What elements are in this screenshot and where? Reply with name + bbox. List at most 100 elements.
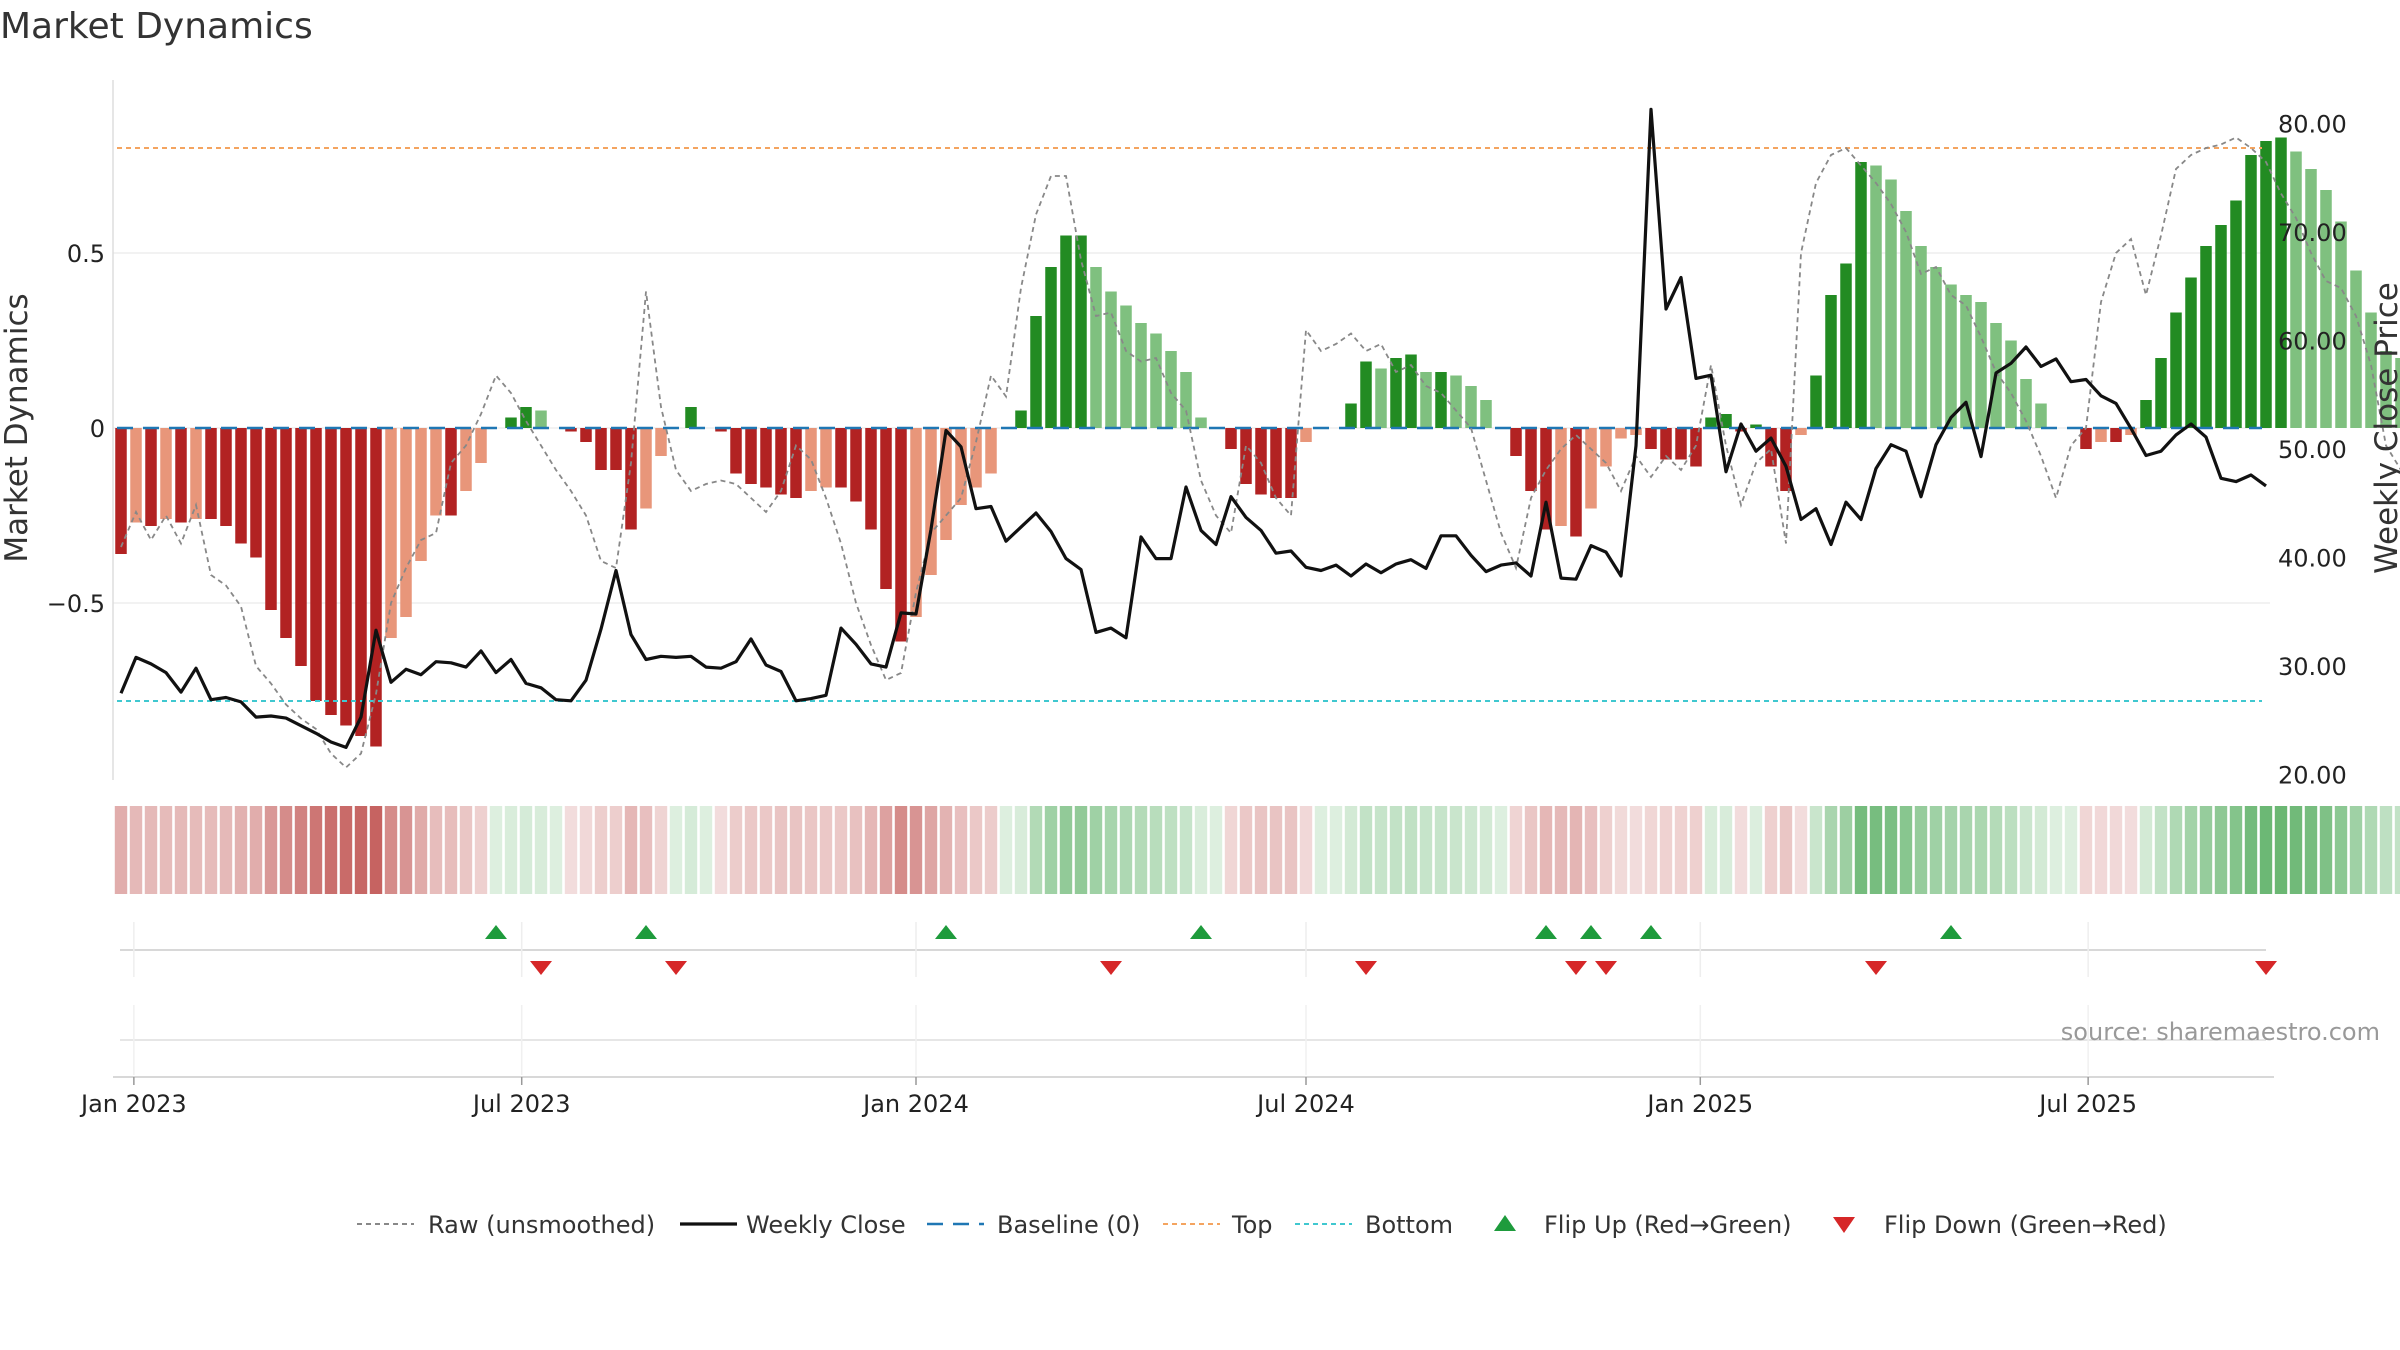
md-bar [1750, 424, 1762, 428]
md-bar [220, 428, 232, 526]
regime-cell [1284, 806, 1298, 894]
main-panel-axes: −0.5 0 0.5 20.00 30.00 40.00 50.00 60.00 70.00 80… [47, 80, 2347, 790]
md-bar [340, 428, 352, 726]
regime-cell [339, 806, 353, 894]
md-bar [1615, 428, 1627, 439]
md-bar [355, 428, 367, 736]
legend: Raw (unsmoothed) Weekly Close Baseline (0)… [357, 1211, 2167, 1239]
flip-down-marker [1595, 961, 1617, 975]
md-bar [1900, 211, 1912, 428]
regime-cell [969, 806, 983, 894]
md-bar [1180, 372, 1192, 428]
md-bar [430, 428, 442, 516]
regime-cell [2379, 806, 2393, 894]
source-credit: source: sharemaestro.com [2061, 1018, 2380, 1046]
regime-cell [939, 806, 953, 894]
regime-cell [1914, 806, 1928, 894]
md-bar [475, 428, 487, 463]
md-bar [310, 428, 322, 701]
regime-cell [1494, 806, 1508, 894]
md-bar [1540, 428, 1552, 530]
md-bar [1105, 291, 1117, 428]
y-axis-label-left: Market Dynamics [0, 293, 35, 562]
regime-cell [744, 806, 758, 894]
legend-flip-up-swatch [1494, 1215, 1516, 1231]
md-bar [1465, 386, 1477, 428]
md-bar [1975, 302, 1987, 428]
md-bar [775, 428, 787, 495]
md-bar [1375, 368, 1387, 428]
flip-down-marker [1865, 961, 1887, 975]
md-bar [1300, 428, 1312, 442]
regime-cell [1659, 806, 1673, 894]
md-bar [2005, 340, 2017, 428]
regime-cell [2394, 806, 2400, 894]
regime-cell [879, 806, 893, 894]
md-bar [1240, 428, 1252, 484]
md-bar [1870, 165, 1882, 428]
regime-cell [324, 806, 338, 894]
regime-cell [1854, 806, 1868, 894]
regime-cell [549, 806, 563, 894]
regime-cell [864, 806, 878, 894]
md-bar [1150, 333, 1162, 428]
md-bar [1525, 428, 1537, 491]
flip-up-marker [1535, 925, 1557, 939]
md-bar [970, 428, 982, 488]
md-bar [1720, 414, 1732, 428]
regime-cell [1389, 806, 1403, 894]
regime-cell [279, 806, 293, 894]
y-tick-right: 80.00 [2278, 110, 2347, 138]
md-bar [1120, 305, 1132, 428]
md-bar [235, 428, 247, 544]
regime-cell [1719, 806, 1733, 894]
flip-down-marker [2255, 961, 2277, 975]
flip-up-marker [1190, 925, 1212, 939]
md-bar [1705, 417, 1717, 428]
md-bar [910, 428, 922, 617]
md-bar [940, 428, 952, 540]
md-bar [1255, 428, 1267, 495]
regime-cell [369, 806, 383, 894]
regime-cell [2019, 806, 2033, 894]
regime-cell [984, 806, 998, 894]
md-bar [280, 428, 292, 638]
regime-cell [1224, 806, 1238, 894]
md-bar [805, 428, 817, 491]
raw-series [120, 136, 2400, 769]
md-bar [1405, 354, 1417, 428]
regime-cell [1179, 806, 1193, 894]
regime-cell [1329, 806, 1343, 894]
md-bar [400, 428, 412, 617]
legend-label: Weekly Close [746, 1211, 906, 1239]
bottom-panel [113, 1005, 2274, 1078]
regime-cell [624, 806, 638, 894]
regime-cell [384, 806, 398, 894]
md-bar [865, 428, 877, 530]
md-bar [625, 428, 637, 530]
md-bar [2335, 221, 2347, 428]
md-bar [955, 428, 967, 505]
md-bar [2260, 141, 2272, 428]
regime-cell [1434, 806, 1448, 894]
x-axis-ticks: Jan 2023 Jul 2023 Jan 2024 Jul 2024 Jan 2025… [79, 1077, 2137, 1118]
md-bar [145, 428, 157, 526]
flip-down-marker [1100, 961, 1122, 975]
md-bar [160, 428, 172, 519]
y-tick-right: 70.00 [2278, 219, 2347, 247]
regime-cell [2049, 806, 2063, 894]
regime-cell [774, 806, 788, 894]
y-tick-right: 30.00 [2278, 653, 2347, 681]
regime-cell [1509, 806, 1523, 894]
regime-cell [1569, 806, 1583, 894]
regime-cell [1614, 806, 1628, 894]
regime-cell [219, 806, 233, 894]
md-bar [1945, 284, 1957, 428]
regime-cell [204, 806, 218, 894]
y-tick-right: 40.00 [2278, 545, 2347, 573]
regime-cell [2004, 806, 2018, 894]
x-tick-label: Jul 2024 [1255, 1090, 1355, 1118]
regime-cell [699, 806, 713, 894]
md-bar [1480, 400, 1492, 428]
